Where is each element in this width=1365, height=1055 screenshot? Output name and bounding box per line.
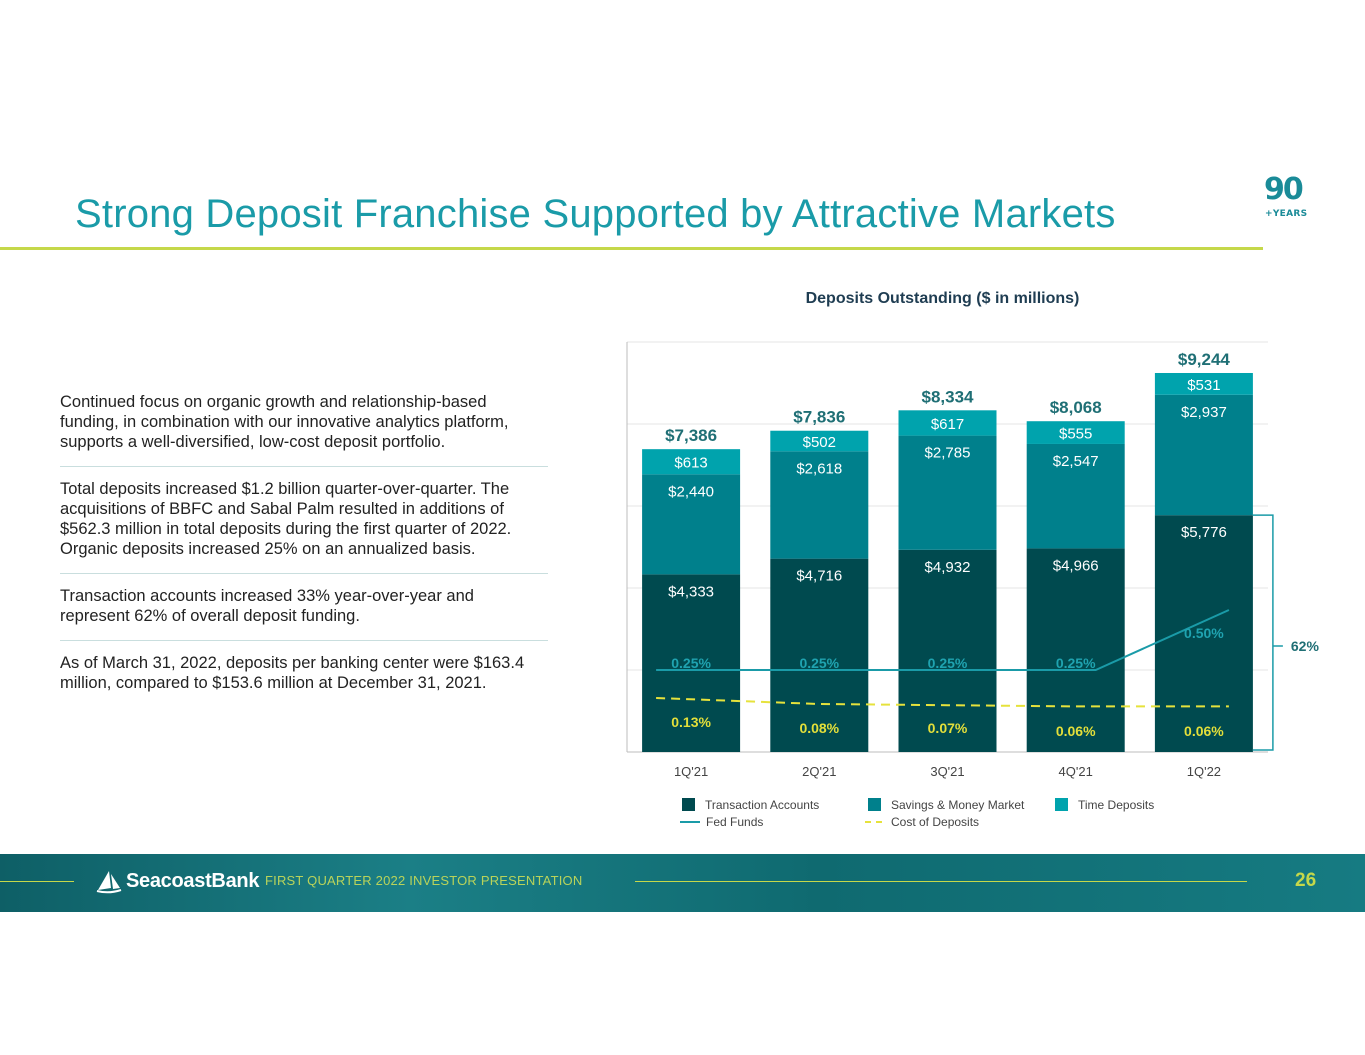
ninety-years-logo: 90 +YEARS — [1262, 172, 1312, 224]
cost-of-deposits-label: 0.06% — [1056, 723, 1096, 739]
footer-bar: SeacoastBank FIRST QUARTER 2022 INVESTOR… — [0, 854, 1365, 912]
bar-segment — [642, 474, 741, 575]
data-label: $531 — [1187, 377, 1220, 394]
data-label: $4,333 — [668, 583, 714, 600]
bar-segment — [898, 435, 997, 550]
bar-segment — [1026, 421, 1125, 444]
fed-funds-line — [656, 609, 1230, 671]
total-label: $7,836 — [793, 408, 845, 427]
footer-rule-right — [635, 881, 1247, 882]
data-label: $613 — [674, 455, 707, 472]
cost-of-deposits-label: 0.08% — [799, 720, 839, 736]
bar-segment — [1154, 372, 1253, 395]
sail-icon — [96, 871, 122, 894]
cost-of-deposits-label: 0.07% — [928, 720, 968, 736]
logo-text: +YEARS — [1265, 209, 1308, 219]
bracket-label: 62% — [1291, 638, 1320, 654]
logo-number: 90 — [1264, 172, 1304, 207]
x-tick-label: 2Q'21 — [802, 764, 836, 779]
fed-funds-label: 0.25% — [671, 655, 711, 671]
bar-segment — [1026, 548, 1125, 752]
legend-label: Transaction Accounts — [705, 798, 819, 812]
data-label: $4,716 — [796, 568, 842, 585]
data-label: $4,966 — [1053, 557, 1099, 574]
data-label: $4,932 — [925, 559, 971, 576]
x-tick-label: 3Q'21 — [930, 764, 964, 779]
deposits-chart: $4,333 $2,440 $613 $7,386 1Q'21 $4,716 $2,618 $… — [626, 341, 1320, 829]
bar-segment — [1026, 443, 1125, 549]
legend-swatch — [868, 798, 881, 811]
total-label: $7,386 — [665, 426, 717, 445]
bar-segment — [770, 558, 869, 752]
legend-label: Cost of Deposits — [891, 815, 979, 829]
cost-of-deposits-label: 0.06% — [1184, 723, 1224, 739]
bracket — [1252, 514, 1274, 751]
bullet-list: Continued focus on organic growth and re… — [60, 392, 548, 719]
bar-segment — [642, 574, 741, 752]
presentation-title: FIRST QUARTER 2022 INVESTOR PRESENTATION — [265, 873, 583, 888]
bar-segment — [642, 449, 741, 475]
title-divider — [0, 247, 1263, 250]
fed-funds-label: 0.25% — [928, 655, 968, 671]
chart-title: Deposits Outstanding ($ in millions) — [805, 290, 1080, 307]
fed-funds-label: 0.50% — [1184, 625, 1224, 641]
bar-segment — [1154, 394, 1253, 516]
brand-name: SeacoastBank — [126, 869, 260, 892]
bar-segment — [770, 451, 869, 559]
data-label: $2,547 — [1053, 453, 1099, 470]
page-number: 26 — [1295, 870, 1317, 891]
data-label: $5,776 — [1181, 524, 1227, 541]
legend-label: Savings & Money Market — [891, 798, 1025, 812]
x-tick-label: 4Q'21 — [1059, 764, 1093, 779]
bar-segment — [770, 430, 869, 452]
legend-label: Time Deposits — [1078, 798, 1154, 812]
data-label: $2,440 — [668, 483, 714, 500]
data-label: $2,937 — [1181, 404, 1227, 421]
cost-of-deposits-line — [656, 697, 1229, 708]
data-label: $555 — [1059, 426, 1092, 443]
bullet-item: Transaction accounts increased 33% year-… — [60, 586, 548, 641]
bar-segment — [898, 549, 997, 752]
x-tick-label: 1Q'21 — [674, 764, 708, 779]
bar-segment — [898, 410, 997, 436]
data-label: $2,785 — [925, 445, 971, 462]
total-label: $9,244 — [1178, 350, 1231, 369]
legend-label: Fed Funds — [706, 815, 763, 829]
bullet-item: As of March 31, 2022, deposits per banki… — [60, 654, 525, 692]
fed-funds-label: 0.25% — [799, 655, 839, 671]
legend-swatch — [682, 798, 695, 811]
bullet-item: Continued focus on organic growth and re… — [60, 392, 548, 467]
legend-swatch — [1055, 798, 1068, 811]
total-label: $8,334 — [922, 387, 975, 406]
total-label: $8,068 — [1050, 398, 1102, 417]
bullet-item: Total deposits increased $1.2 billion qu… — [60, 479, 548, 574]
fed-funds-label: 0.25% — [1056, 655, 1096, 671]
seacoast-logo: SeacoastBank — [96, 868, 259, 894]
data-label: $502 — [803, 434, 836, 451]
footer-rule-left — [0, 881, 74, 882]
data-label: $2,618 — [796, 460, 842, 477]
bar-segment — [1154, 515, 1253, 752]
x-tick-label: 1Q'22 — [1187, 764, 1221, 779]
cost-of-deposits-label: 0.13% — [671, 714, 711, 730]
page-title: Strong Deposit Franchise Supported by At… — [75, 192, 1116, 236]
data-label: $617 — [931, 416, 964, 433]
